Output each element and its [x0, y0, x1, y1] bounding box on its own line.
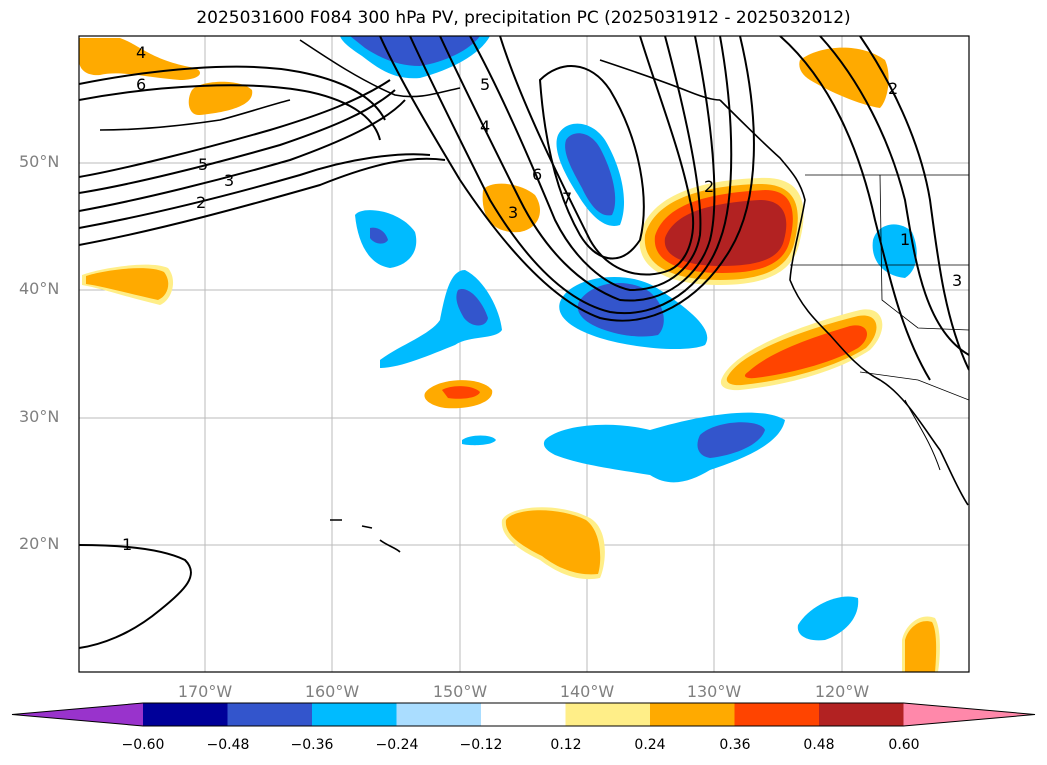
contour-label: 7: [562, 189, 572, 208]
lon-label-140w: 140°W: [559, 682, 615, 701]
precip-positive-area: [188, 81, 253, 116]
pv-contour: [79, 79, 391, 178]
lat-label-50n: 50°N: [19, 152, 60, 171]
colorbar-tick: 0.12: [550, 737, 582, 753]
pv-contour: [79, 84, 381, 141]
colorbar-tick: −0.12: [459, 737, 503, 753]
precip-negative-area: [577, 282, 664, 337]
contour-label: 4: [136, 43, 146, 62]
pv-contour: [79, 544, 192, 649]
pv-contour: [859, 36, 969, 371]
precip-negative-area: [370, 227, 388, 244]
colorbar-tick: −0.48: [206, 737, 250, 753]
pv-contours: [79, 36, 969, 649]
colorbar-tick: 0.24: [634, 737, 666, 753]
colorbar-segment: [734, 703, 820, 726]
pv-contour: [409, 36, 733, 315]
colorbar: [11, 702, 1036, 727]
colorbar-tick: 0.48: [803, 737, 835, 753]
colorbar-outline: [11, 702, 1036, 727]
colorbar-tick: −0.24: [375, 737, 419, 753]
colorbar-tick: −0.36: [290, 737, 334, 753]
contour-label: 2: [704, 177, 714, 196]
contour-label: 1: [122, 535, 132, 554]
colorbar-segment: [396, 703, 482, 726]
lon-label-160w: 160°W: [304, 682, 360, 701]
pv-contour: [499, 36, 694, 276]
precip-negative-area: [797, 596, 859, 641]
lon-label-170w: 170°W: [177, 682, 233, 701]
contour-label: 5: [198, 155, 208, 174]
pv-contour: [538, 65, 645, 260]
precip-shading: [79, 36, 940, 672]
lat-label-30n: 30°N: [19, 407, 60, 426]
pv-contour: [779, 36, 931, 381]
precip-negative-area: [565, 133, 616, 216]
colorbar-tick: −0.60: [121, 737, 165, 753]
pv-contour: [79, 99, 406, 212]
map-frame: [78, 35, 970, 673]
map-title: 2025031600 F084 300 hPa PV, precipitatio…: [196, 8, 851, 28]
pv-contour: [469, 36, 702, 292]
precip-positive-area: [799, 47, 889, 108]
colorbar-extend-min: [12, 703, 143, 726]
contour-label: 6: [532, 165, 542, 184]
precip-negative-area: [462, 435, 496, 446]
pv-contour: [379, 36, 755, 322]
precip-positive-area: [905, 621, 937, 672]
colorbar-segment: [143, 703, 228, 726]
pv-contour: [79, 89, 396, 194]
pv-contour: [79, 65, 386, 121]
coastlines: [99, 39, 969, 553]
pv-contour: [819, 36, 969, 356]
lon-label-150w: 150°W: [432, 682, 488, 701]
precip-positive-area: [442, 386, 480, 399]
pv-contour: [79, 157, 446, 246]
colorbar-extend-max: [903, 703, 1035, 726]
contour-label: 2: [888, 79, 898, 98]
lon-label-130w: 130°W: [686, 682, 742, 701]
precip-negative-area: [456, 289, 488, 326]
precip-positive-area: [86, 268, 169, 300]
colorbar-segment: [312, 703, 397, 726]
colorbar-segment: [819, 703, 904, 726]
colorbar-segment: [227, 703, 313, 726]
colorbar-segment: [481, 703, 566, 726]
precip-positive-area: [744, 325, 868, 379]
contour-label: 6: [136, 75, 146, 94]
colorbar-tick: 0.36: [719, 737, 751, 753]
lat-label-20n: 20°N: [19, 534, 60, 553]
pv-contour: [439, 36, 716, 302]
contour-label: 5: [480, 75, 490, 94]
lon-label-120w: 120°W: [814, 682, 870, 701]
lat-label-40n: 40°N: [19, 279, 60, 298]
contour-label: 1: [900, 230, 910, 249]
contour-label: 3: [224, 171, 234, 190]
contour-label: 3: [508, 203, 518, 222]
colorbar-segment: [650, 703, 735, 726]
pv-contour: [79, 153, 431, 229]
contour-label: 4: [480, 117, 490, 136]
contour-label: 3: [952, 271, 962, 290]
colorbar-segment: [565, 703, 651, 726]
colorbar-tick: 0.60: [888, 737, 920, 753]
precip-negative-area: [697, 422, 765, 458]
contour-label: 2: [196, 193, 206, 212]
contour-labels: 4 6 5 3 2 5 4 6 7 3 2 1 2 3 1: [122, 43, 962, 554]
precip-positive-area: [505, 510, 601, 575]
precip-positive-area: [482, 183, 540, 233]
